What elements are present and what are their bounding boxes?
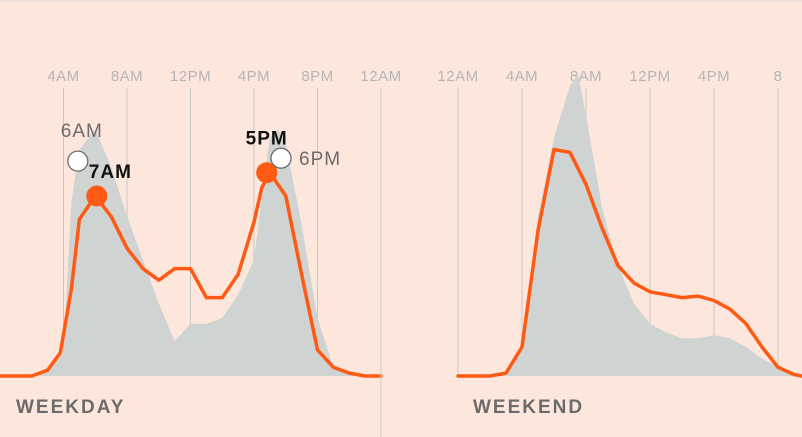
x-tick-label: 8AM: [111, 68, 143, 85]
line-series-weekend: [456, 147, 802, 378]
peak-marker-7am: [86, 185, 108, 207]
panel-weekday: 4AM 8AM 12PM 4PM 8PM 12AM 6AM 7AM 5PM 6PM WEEKDA…: [0, 68, 401, 418]
x-tick-label: 8: [774, 68, 783, 85]
x-tick-label: 12PM: [629, 68, 670, 85]
area-series-weekend: [458, 74, 802, 376]
panel-label-weekday: WEEKDAY: [16, 397, 125, 418]
x-tick-label: 4AM: [506, 68, 538, 85]
peak-label-7am: 7AM: [89, 162, 132, 183]
x-tick-label: 8PM: [301, 68, 333, 85]
x-tick-label: 4PM: [238, 68, 270, 85]
peak-marker-6pm: [270, 147, 292, 169]
x-tick-label: 4PM: [698, 68, 730, 85]
tick-labels-weekend: 12AM 4AM 8AM 12PM 4PM 8: [437, 68, 782, 85]
panel-label-weekend: WEEKEND: [473, 397, 584, 418]
x-tick-label: 12AM: [437, 68, 478, 85]
panel-weekend: 12AM 4AM 8AM 12PM 4PM 8 WEEKEND: [437, 68, 802, 418]
peak-label-6am: 6AM: [61, 121, 103, 142]
peak-label-5pm: 5PM: [246, 129, 288, 150]
peak-marker-6am: [67, 150, 89, 172]
x-tick-label: 12AM: [360, 68, 401, 85]
peak-label-6pm: 6PM: [299, 149, 341, 170]
peak-markers-weekday: 6AM 7AM 5PM 6PM: [61, 121, 341, 207]
x-tick-label: 4AM: [47, 68, 79, 85]
line-series-weekday: [0, 170, 383, 378]
peak-marker-5pm: [256, 162, 278, 184]
tick-labels-weekday: 4AM 8AM 12PM 4PM 8PM 12AM: [47, 68, 401, 85]
x-tick-label: 12PM: [170, 68, 211, 85]
